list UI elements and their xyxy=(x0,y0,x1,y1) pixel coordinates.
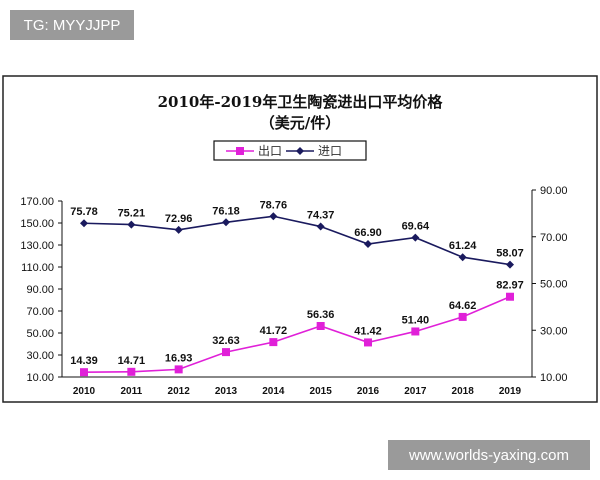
y-right-tick-label: 30.00 xyxy=(540,325,568,337)
legend-marker-import xyxy=(296,147,304,155)
x-tick-label: 2014 xyxy=(262,386,285,397)
x-tick-label: 2010 xyxy=(73,386,96,397)
legend-marker-export xyxy=(236,147,244,155)
import-data-label: 75.78 xyxy=(70,206,98,218)
import-data-label: 66.90 xyxy=(354,227,382,239)
series-line-import xyxy=(83,215,511,266)
export-data-label: 56.36 xyxy=(307,309,335,321)
legend-label-export: 出口 xyxy=(258,144,282,158)
x-tick-label: 2019 xyxy=(499,386,522,397)
y-left-tick-label: 10.00 xyxy=(26,372,54,384)
import-data-label: 76.18 xyxy=(212,205,240,217)
import-data-label: 72.96 xyxy=(165,213,193,225)
y-left-tick-label: 150.00 xyxy=(20,218,54,230)
import-point xyxy=(411,233,420,242)
x-tick-label: 2015 xyxy=(310,386,333,397)
y-left-tick-label: 50.00 xyxy=(26,328,54,340)
import-point xyxy=(222,218,230,227)
y-right-tick-label: 50.00 xyxy=(540,279,568,291)
chart-title: 2010年-2019年卫生陶瓷进出口平均价格 xyxy=(158,93,444,111)
import-data-label: 75.21 xyxy=(118,208,146,220)
y-right-tick-label: 10.00 xyxy=(540,372,568,384)
import-data-label: 78.76 xyxy=(260,199,288,211)
export-point xyxy=(127,367,136,376)
import-data-label: 74.37 xyxy=(307,210,335,222)
import-point xyxy=(269,212,278,221)
export-point xyxy=(506,292,514,301)
x-tick-label: 2017 xyxy=(404,386,427,397)
import-data-label: 58.07 xyxy=(496,248,524,260)
export-data-label: 32.63 xyxy=(212,335,240,347)
legend: 出口 进口 xyxy=(213,140,367,161)
watermark-top: TG: MYYJJPP xyxy=(10,10,134,40)
export-point xyxy=(411,327,420,336)
export-point xyxy=(80,368,88,377)
legend-label-import: 进口 xyxy=(318,144,342,158)
export-data-label: 82.97 xyxy=(496,280,524,292)
y-right-tick-label: 70.00 xyxy=(540,232,568,244)
export-data-label: 41.72 xyxy=(260,325,288,337)
export-data-label: 51.40 xyxy=(402,314,430,326)
import-point xyxy=(80,219,88,228)
import-data-label: 61.24 xyxy=(449,240,477,252)
export-point xyxy=(458,312,467,321)
export-point xyxy=(222,348,230,357)
y-left-tick-label: 110.00 xyxy=(21,262,54,274)
import-point xyxy=(364,239,372,248)
import-point xyxy=(316,222,325,231)
export-data-label: 16.93 xyxy=(165,352,193,364)
y-left-tick-label: 170.00 xyxy=(20,196,54,208)
x-tick-label: 2011 xyxy=(120,386,142,397)
import-point xyxy=(174,225,183,234)
import-point xyxy=(506,260,514,269)
import-point xyxy=(458,253,467,262)
series-line-export xyxy=(83,295,511,373)
export-data-label: 14.39 xyxy=(70,355,98,367)
export-data-label: 64.62 xyxy=(449,300,477,312)
export-point xyxy=(364,338,372,347)
watermark-bottom: www.worlds-yaxing.com xyxy=(388,440,590,470)
y-left-tick-label: 30.00 xyxy=(26,350,54,362)
y-left-tick-label: 130.00 xyxy=(20,240,54,252)
y-left-tick-label: 90.00 xyxy=(26,284,54,296)
chart-frame xyxy=(2,75,598,403)
y-right-tick-label: 90.00 xyxy=(540,185,568,197)
export-point xyxy=(269,338,278,347)
import-data-label: 69.64 xyxy=(402,221,430,233)
export-data-label: 14.71 xyxy=(118,355,146,367)
export-point xyxy=(316,322,325,331)
export-data-label: 41.42 xyxy=(354,325,382,337)
x-tick-label: 2012 xyxy=(168,386,191,397)
y-left-tick-label: 70.00 xyxy=(26,306,54,318)
chart-subtitle: （美元/件） xyxy=(260,114,340,132)
import-point xyxy=(127,220,136,229)
x-tick-label: 2013 xyxy=(215,386,238,397)
export-point xyxy=(174,365,183,374)
x-tick-label: 2016 xyxy=(357,386,380,397)
x-tick-label: 2018 xyxy=(452,386,475,397)
